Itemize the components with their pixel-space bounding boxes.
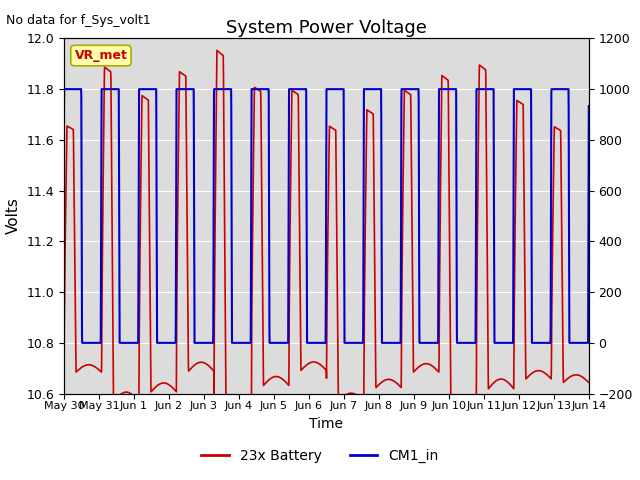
Y-axis label: Volts: Volts bbox=[6, 198, 21, 234]
Legend: 23x Battery, CM1_in: 23x Battery, CM1_in bbox=[196, 443, 444, 468]
Text: No data for f_Sys_volt1: No data for f_Sys_volt1 bbox=[6, 14, 151, 27]
Text: VR_met: VR_met bbox=[74, 49, 127, 62]
X-axis label: Time: Time bbox=[309, 417, 344, 431]
Title: System Power Voltage: System Power Voltage bbox=[226, 19, 427, 37]
